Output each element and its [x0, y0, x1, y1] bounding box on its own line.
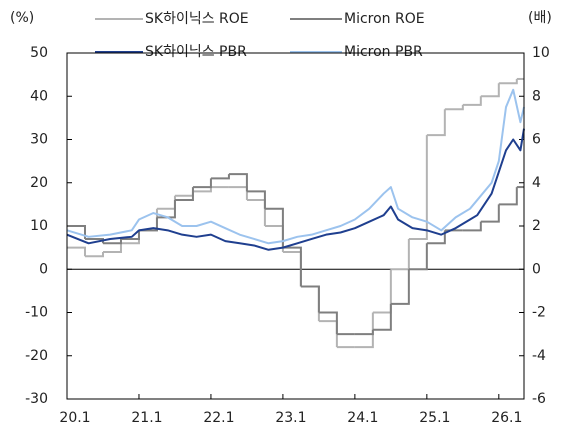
roe-step: [408, 243, 428, 271]
roe-step: [390, 269, 410, 305]
roe-step: [67, 225, 86, 239]
x-tick-label: 21.1: [131, 410, 162, 426]
roe-step: [120, 230, 140, 240]
y2-tick-label: 10: [532, 45, 550, 61]
y2-tick-label: -4: [532, 348, 546, 364]
roe-step: [426, 230, 446, 245]
legend-label: SK하이닉스 PBR: [145, 44, 247, 60]
roe-step: [372, 269, 392, 314]
roe-step: [264, 207, 284, 248]
roe-step: [462, 221, 482, 232]
roe-step: [354, 329, 374, 336]
roe-step: [84, 237, 104, 244]
legend-label: Micron ROE: [344, 11, 425, 27]
roe-step: [300, 285, 320, 313]
roe-step: [498, 187, 518, 206]
y-tick-label: 0: [39, 261, 48, 277]
legend-label: SK하이닉스 ROE: [145, 11, 249, 27]
roe-step: [390, 238, 410, 271]
roe-step: [192, 187, 212, 193]
roe-step: [408, 135, 428, 240]
roe-step: [300, 285, 320, 322]
roe-step: [192, 178, 212, 189]
roe-step: [156, 200, 176, 219]
x-tick-label: 20.1: [59, 410, 90, 426]
y-tick-label: -20: [25, 348, 48, 364]
roe-step: [318, 311, 338, 335]
roe-step: [246, 190, 266, 209]
x-tick-label: 24.1: [347, 410, 378, 426]
y-tick-label: -30: [25, 391, 48, 407]
y2-tick-label: 0: [532, 261, 541, 277]
roe-step: [102, 238, 122, 245]
y-tick-label: 40: [30, 88, 48, 104]
roe-step: [444, 104, 464, 111]
y-axis-label: (%): [10, 10, 34, 26]
y2-tick-label: 4: [532, 175, 541, 191]
y2-tick-label: 2: [532, 218, 541, 234]
y-tick-label: 50: [30, 45, 48, 61]
y2-tick-label: 8: [532, 88, 541, 104]
roe-step: [228, 186, 248, 201]
roe-step: [102, 243, 122, 253]
roe-step: [228, 173, 248, 192]
y2-tick-label: -6: [532, 391, 546, 407]
roe-step: [138, 208, 158, 232]
roe-step: [462, 96, 482, 106]
y-tick-label: 30: [30, 132, 48, 148]
plot-frame: [66, 52, 525, 400]
legend-label: Micron PBR: [344, 44, 423, 60]
roe-step: [480, 83, 500, 98]
x-tick-label: 26.1: [491, 410, 522, 426]
y-tick-label: 20: [30, 175, 48, 191]
roe-step: [174, 187, 194, 202]
roe-step: [498, 78, 518, 85]
roe-step: [354, 312, 374, 349]
y-tick-label: 10: [30, 218, 48, 234]
y2-axis-label: (배): [528, 10, 552, 26]
y-tick-label: -10: [25, 305, 48, 321]
roe-step: [282, 246, 302, 287]
x-tick-label: 23.1: [275, 410, 306, 426]
roe-step: [372, 303, 392, 331]
pbr-line: [66, 88, 525, 245]
roe-step: [67, 246, 86, 257]
roe-step: [426, 109, 446, 137]
pbr-line: [66, 128, 525, 251]
x-tick-label: 22.1: [203, 410, 234, 426]
y2-tick-label: -2: [532, 305, 546, 321]
roe-step: [210, 174, 230, 180]
roe-step: [246, 199, 266, 226]
roe-step: [174, 191, 194, 197]
y2-tick-label: 6: [532, 132, 541, 148]
roe-step: [318, 320, 338, 348]
roe-step: [480, 204, 500, 223]
x-tick-label: 25.1: [419, 410, 450, 426]
roe-step: [156, 195, 176, 210]
roe-step: [84, 251, 104, 258]
